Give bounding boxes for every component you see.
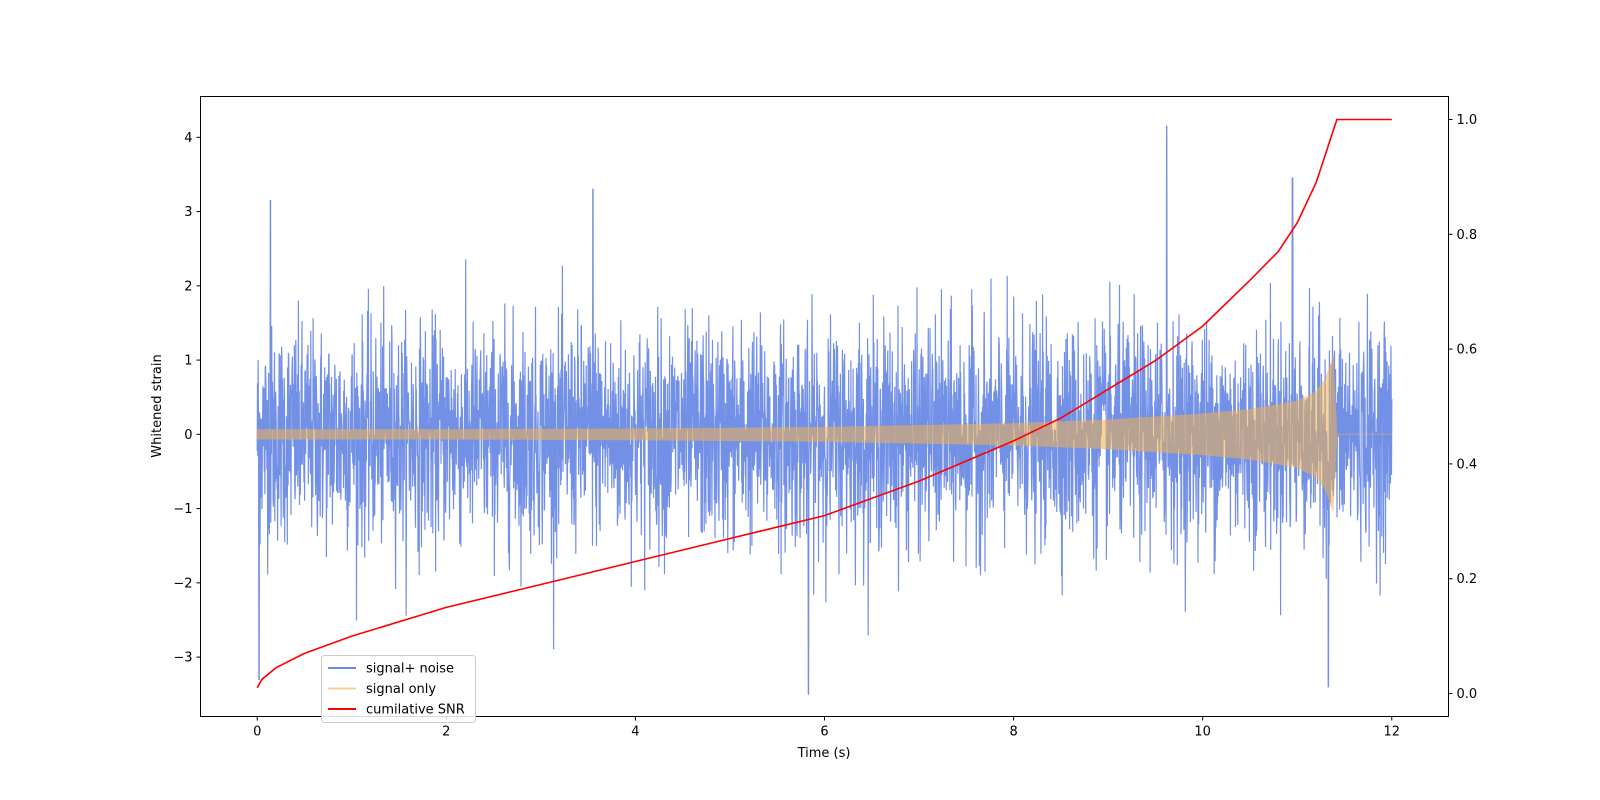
- x-tick-label: 8: [1009, 725, 1017, 740]
- x-tick-label: 2: [442, 725, 450, 740]
- series-signal-only: [256, 356, 1392, 512]
- signal-only-line: [256, 356, 1392, 512]
- y-tick-label: −2: [173, 576, 192, 591]
- y-axis-left: −3 −2 −1 0 1 2 3 4: [173, 131, 201, 666]
- y2-tick-label: 0.6: [1457, 343, 1478, 358]
- legend-label: cumilative SNR: [366, 703, 465, 718]
- x-tick-label: 10: [1194, 725, 1211, 740]
- y-tick-label: 4: [184, 131, 192, 146]
- y-tick-label: 2: [184, 279, 192, 294]
- y-axis-title: Whitened strain: [150, 354, 165, 457]
- y-tick-label: −3: [173, 651, 192, 666]
- legend-label: signal+ noise: [366, 662, 454, 677]
- y-tick-label: 0: [184, 428, 192, 443]
- legend-label: signal only: [366, 682, 436, 697]
- x-axis-title: Time (s): [797, 746, 851, 761]
- y2-tick-label: 0.2: [1457, 572, 1478, 587]
- y2-tick-label: 0.0: [1457, 687, 1478, 702]
- y-axis-right: 0.0 0.2 0.4 0.6 0.8 1.0: [1448, 113, 1478, 702]
- x-tick-label: 4: [631, 725, 639, 740]
- x-axis: 0 2 4 6 8 10 12: [253, 716, 1400, 740]
- y-tick-label: −1: [173, 502, 192, 517]
- x-tick-label: 6: [820, 725, 828, 740]
- y2-tick-label: 0.4: [1457, 457, 1478, 472]
- y-tick-label: 1: [184, 354, 192, 369]
- y-tick-label: 3: [184, 205, 192, 220]
- legend: signal+ noise signal only cumilative SNR: [321, 655, 476, 723]
- x-tick-label: 0: [253, 725, 261, 740]
- cumulative-snr-line: [256, 118, 1392, 689]
- series-cumulative-snr: [256, 118, 1392, 689]
- y2-tick-label: 0.8: [1457, 228, 1478, 243]
- legend-box: [321, 655, 476, 723]
- x-tick-label: 12: [1383, 725, 1400, 740]
- y2-tick-label: 1.0: [1457, 113, 1478, 128]
